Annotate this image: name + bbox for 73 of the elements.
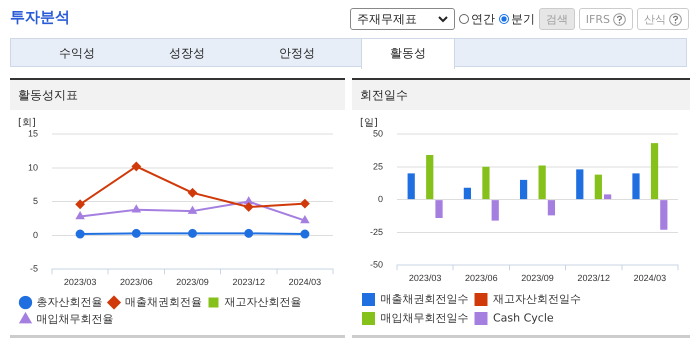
y-tick-label: 5 [32, 196, 38, 206]
text: IFRS [586, 12, 610, 26]
bar [435, 200, 443, 218]
bar [548, 200, 556, 216]
legend-label: 총자산회전율 [36, 295, 102, 308]
y-tick-label: 10 [28, 162, 38, 172]
text: 분기 [510, 10, 535, 28]
text: 연간 [470, 10, 495, 28]
bar [464, 188, 472, 200]
legend-label: 매출채권회전율 [125, 295, 202, 308]
bar [604, 194, 612, 200]
text: 주재무제표 [356, 10, 417, 28]
bar [576, 169, 584, 200]
x-tick-label: 2023/03 [408, 273, 442, 284]
legend-label: Cash Cycle [493, 311, 554, 324]
y-tick-label: -5 [30, 264, 38, 274]
point [188, 228, 198, 238]
point [132, 228, 141, 238]
bar [426, 154, 434, 200]
text: 투자분석 [10, 8, 70, 27]
point [132, 205, 140, 212]
bar [408, 173, 415, 200]
text: 안정성 [278, 45, 316, 62]
text: 성장성 [168, 45, 206, 62]
x-tick-label: 2023/09 [176, 277, 209, 288]
point [244, 228, 254, 238]
text: 검색 [546, 12, 568, 26]
point [244, 197, 253, 204]
point [132, 162, 141, 171]
y-axis-title: [일] [360, 118, 378, 129]
legend-label: 매출채권회전일수 [380, 292, 468, 306]
x-tick-label: 2023/12 [577, 273, 610, 284]
legend-label: 매입채무회전율 [36, 312, 114, 326]
bar [650, 143, 658, 200]
y-axis-title: [회] [18, 118, 36, 129]
bar [538, 165, 546, 200]
point [76, 200, 85, 209]
point [244, 202, 254, 212]
point [188, 206, 197, 214]
y-tick-label: -50 [370, 260, 384, 270]
chart-title: 회전일수 [352, 80, 690, 110]
x-tick-label: 2023/06 [465, 273, 498, 284]
point [188, 188, 198, 198]
y-tick-label: 0 [32, 230, 38, 240]
point [76, 212, 84, 220]
point [76, 230, 85, 239]
text: 수익성 [58, 45, 96, 62]
x-tick-label: 2024/03 [288, 277, 322, 288]
bar [492, 200, 499, 221]
x-tick-label: 2024/03 [634, 273, 666, 284]
point [300, 216, 309, 224]
legend-label: 재고자산회전일수 [493, 292, 581, 306]
bar [632, 173, 640, 200]
x-tick-label: 2023/03 [64, 277, 96, 288]
x-tick-label: 2023/06 [120, 277, 153, 288]
text: 활동성 [361, 38, 455, 69]
bar [660, 200, 668, 230]
y-tick-label: 15 [28, 128, 38, 138]
chart-title: 활동성지표 [10, 80, 345, 110]
x-tick-label: 2023/09 [521, 273, 554, 284]
point [300, 230, 310, 239]
bar [520, 180, 528, 200]
y-tick-label: 25 [372, 161, 384, 172]
legend-label: 재고자산회전율 [224, 295, 302, 308]
bar [482, 166, 490, 200]
y-tick-label: 50 [372, 128, 384, 138]
legend-label: 매입채무회전일수 [380, 311, 468, 324]
y-tick-label: -25 [370, 226, 384, 237]
x-tick-label: 2023/12 [232, 277, 265, 288]
y-tick-label: 0 [378, 194, 384, 204]
text: 산식 [644, 12, 666, 26]
point [300, 199, 310, 208]
bar [594, 174, 602, 200]
